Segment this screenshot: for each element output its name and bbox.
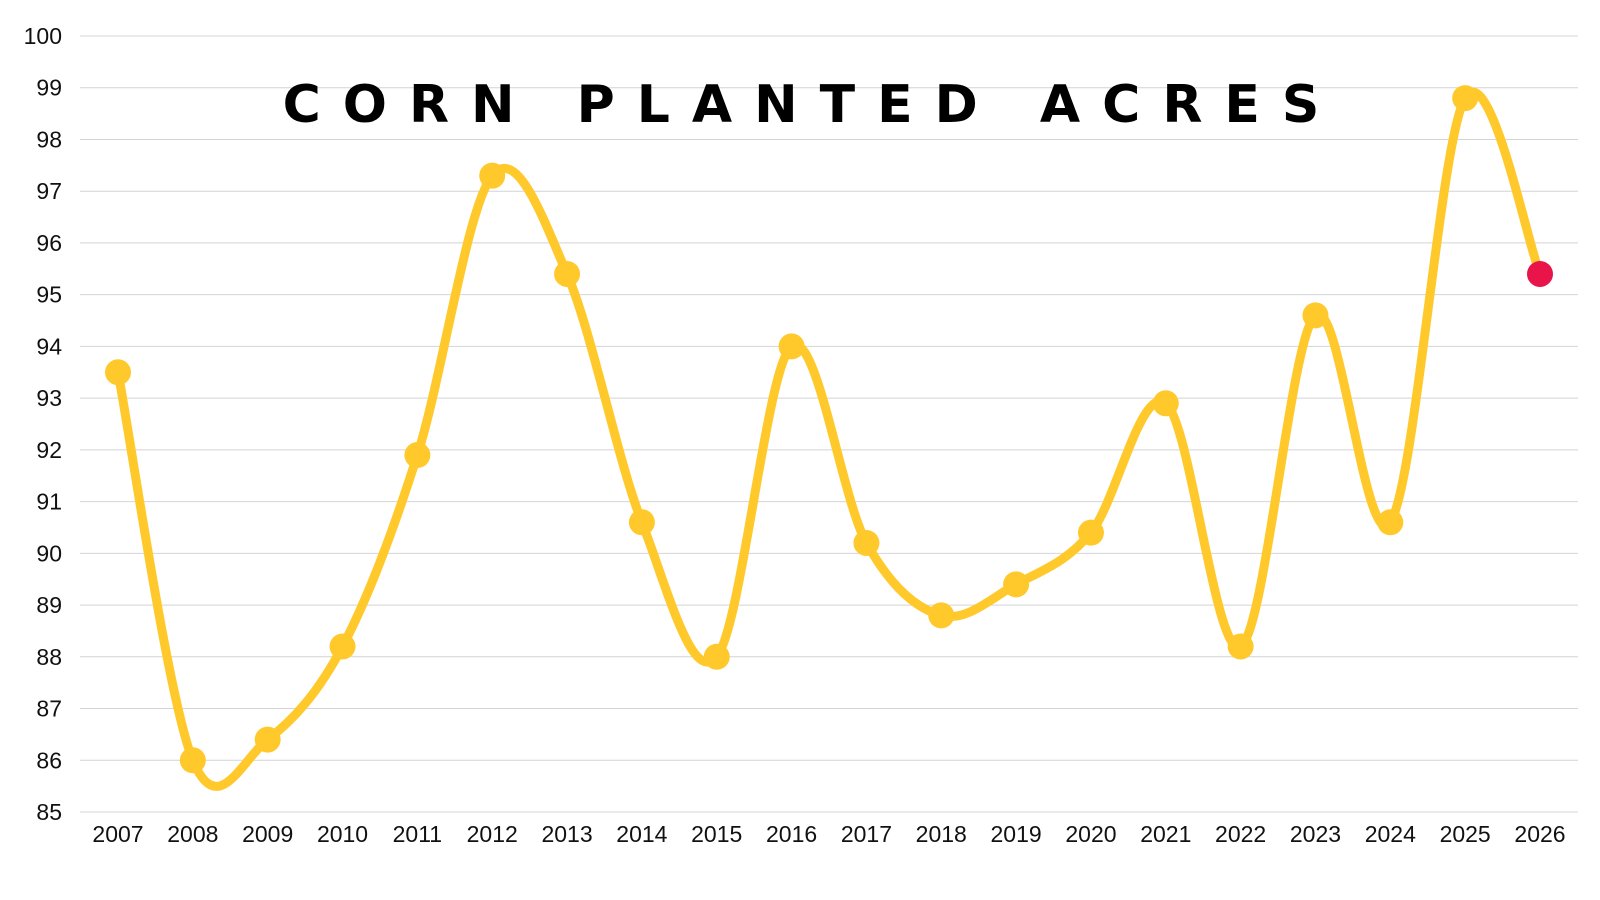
y-tick-label-88: 88 bbox=[36, 644, 62, 670]
x-tick-label-2014: 2014 bbox=[616, 821, 667, 847]
data-point-2018 bbox=[928, 602, 955, 629]
y-tick-label-96: 96 bbox=[36, 230, 62, 256]
x-tick-label-2019: 2019 bbox=[991, 821, 1042, 847]
data-point-2017 bbox=[853, 529, 880, 556]
x-tick-label-2020: 2020 bbox=[1065, 821, 1116, 847]
data-point-2025 bbox=[1452, 85, 1479, 112]
x-tick-label-2022: 2022 bbox=[1215, 821, 1266, 847]
x-tick-label-2008: 2008 bbox=[167, 821, 218, 847]
gridlines bbox=[80, 35, 1578, 813]
data-point-2016 bbox=[778, 333, 805, 360]
data-point-2020 bbox=[1077, 519, 1104, 546]
data-point-2021 bbox=[1152, 390, 1179, 417]
x-tick-label-2015: 2015 bbox=[691, 821, 742, 847]
data-point-2014 bbox=[628, 509, 655, 536]
x-tick-label-2024: 2024 bbox=[1365, 821, 1416, 847]
y-tick-label-92: 92 bbox=[36, 437, 62, 463]
x-tick-label-2026: 2026 bbox=[1514, 821, 1565, 847]
data-point-2026 bbox=[1527, 260, 1553, 287]
series-line bbox=[113, 87, 1545, 791]
y-tick-label-85: 85 bbox=[36, 799, 62, 825]
y-tick-label-100: 100 bbox=[24, 23, 62, 49]
y-tick-label-98: 98 bbox=[36, 126, 62, 152]
data-point-2009 bbox=[254, 726, 281, 753]
data-point-2008 bbox=[179, 747, 206, 774]
x-tick-label-2018: 2018 bbox=[916, 821, 967, 847]
y-tick-label-99: 99 bbox=[36, 75, 62, 101]
y-tick-label-93: 93 bbox=[36, 385, 62, 411]
x-tick-label-2021: 2021 bbox=[1140, 821, 1191, 847]
x-tick-label-2011: 2011 bbox=[393, 821, 442, 847]
data-point-2010 bbox=[329, 633, 356, 660]
y-tick-label-87: 87 bbox=[36, 696, 62, 722]
data-point-2022 bbox=[1227, 633, 1254, 660]
y-tick-label-97: 97 bbox=[36, 178, 62, 204]
y-tick-label-94: 94 bbox=[36, 333, 62, 359]
y-tick-label-90: 90 bbox=[36, 540, 62, 566]
y-axis-tick-labels: 85 86 87 88 89 90 91 92 93 94 95 96 97 98 99 100 bbox=[24, 23, 63, 825]
x-tick-label-2023: 2023 bbox=[1290, 821, 1341, 847]
x-tick-label-2007: 2007 bbox=[92, 821, 143, 847]
data-point-2015 bbox=[703, 643, 730, 670]
x-tick-label-2010: 2010 bbox=[317, 821, 368, 847]
x-tick-label-2025: 2025 bbox=[1440, 821, 1491, 847]
data-point-2007 bbox=[105, 359, 131, 386]
x-axis-tick-labels: 2007 2008 2009 2010 2011 2012 2013 2014 2015 2016… bbox=[92, 821, 1565, 847]
data-point-2019 bbox=[1003, 571, 1030, 598]
y-tick-label-91: 91 bbox=[36, 489, 62, 515]
data-point-2011 bbox=[404, 442, 431, 469]
data-point-2023 bbox=[1302, 302, 1329, 329]
y-tick-label-86: 86 bbox=[36, 747, 62, 773]
x-tick-label-2009: 2009 bbox=[242, 821, 293, 847]
data-point-2012 bbox=[479, 162, 506, 189]
y-tick-label-89: 89 bbox=[36, 592, 62, 618]
data-point-2013 bbox=[554, 260, 581, 287]
x-tick-label-2016: 2016 bbox=[766, 821, 817, 847]
series-corn-planted-acres bbox=[105, 85, 1553, 791]
y-tick-label-95: 95 bbox=[36, 282, 62, 308]
x-tick-label-2012: 2012 bbox=[467, 821, 518, 847]
data-point-2024 bbox=[1377, 509, 1404, 536]
x-tick-label-2017: 2017 bbox=[841, 821, 892, 847]
x-tick-label-2013: 2013 bbox=[541, 821, 592, 847]
chart-title: CORN PLANTED ACRES bbox=[283, 75, 1342, 135]
